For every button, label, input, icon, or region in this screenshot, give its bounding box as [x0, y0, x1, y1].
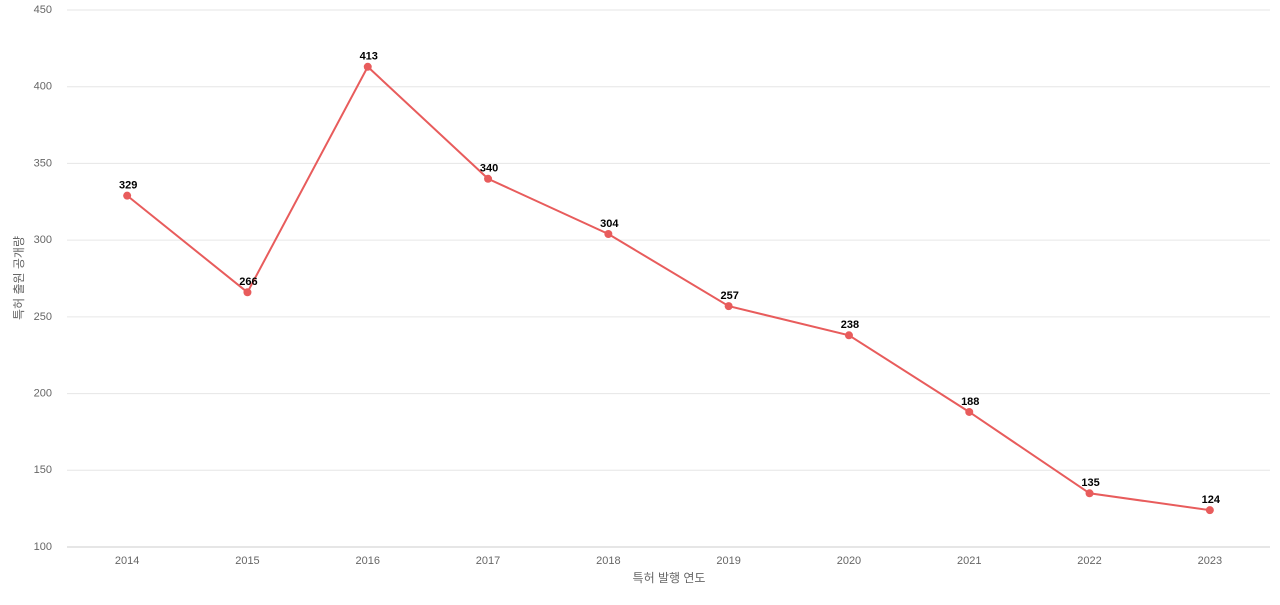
- value-label: 329: [119, 180, 137, 192]
- point: [123, 191, 132, 200]
- point: [724, 302, 733, 311]
- value-label: 340: [480, 163, 498, 175]
- point: [1205, 506, 1214, 515]
- x-tick-label: 2022: [1077, 555, 1101, 567]
- x-tick-label: 2020: [837, 555, 861, 567]
- y-tick-label: 300: [34, 234, 52, 246]
- value-label: 238: [841, 319, 859, 331]
- value-label: 257: [720, 290, 738, 302]
- y-tick-label: 150: [34, 464, 52, 476]
- point: [604, 230, 613, 239]
- y-tick-label: 450: [34, 4, 52, 16]
- y-tick-label: 250: [34, 311, 52, 323]
- x-tick-label: 2016: [356, 555, 380, 567]
- x-tick-label: 2014: [115, 555, 139, 567]
- point: [243, 288, 252, 297]
- y-tick-label: 100: [34, 541, 52, 553]
- x-axis-label: 특허 발행 연도: [633, 570, 706, 585]
- x-tick-label: 2023: [1198, 555, 1222, 567]
- point: [844, 331, 853, 340]
- point: [363, 62, 372, 71]
- y-tick-label: 350: [34, 157, 52, 169]
- value-label: 413: [360, 51, 378, 63]
- value-label: 266: [239, 276, 257, 288]
- line: [126, 65, 1210, 512]
- y-axis-label: 특허 출원 공개량: [12, 236, 26, 320]
- x-tick-label: 2021: [957, 555, 981, 567]
- point: [1085, 489, 1094, 498]
- x-tick-label: 2019: [716, 555, 740, 567]
- point: [965, 407, 974, 416]
- point: [484, 174, 493, 183]
- value-label: 124: [1202, 494, 1221, 506]
- x-tick-label: 2018: [596, 555, 620, 567]
- y-tick-label: 400: [34, 81, 52, 93]
- value-label: 304: [600, 218, 619, 230]
- value-label: 188: [961, 396, 979, 408]
- x-tick-label: 2015: [235, 555, 259, 567]
- value-label: 135: [1081, 477, 1099, 489]
- x-tick-label: 2017: [476, 555, 500, 567]
- y-tick-label: 200: [34, 387, 52, 399]
